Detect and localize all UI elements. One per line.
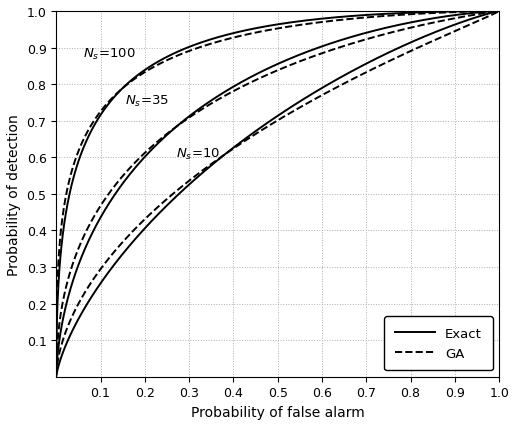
Text: $N_s$=10: $N_s$=10 [176,147,220,162]
Y-axis label: Probability of detection: Probability of detection [7,114,21,275]
X-axis label: Probability of false alarm: Probability of false alarm [191,405,364,419]
Text: $N_s$=100: $N_s$=100 [83,46,135,62]
Legend: Exact, GA: Exact, GA [384,317,492,370]
Text: $N_s$=35: $N_s$=35 [125,94,169,109]
